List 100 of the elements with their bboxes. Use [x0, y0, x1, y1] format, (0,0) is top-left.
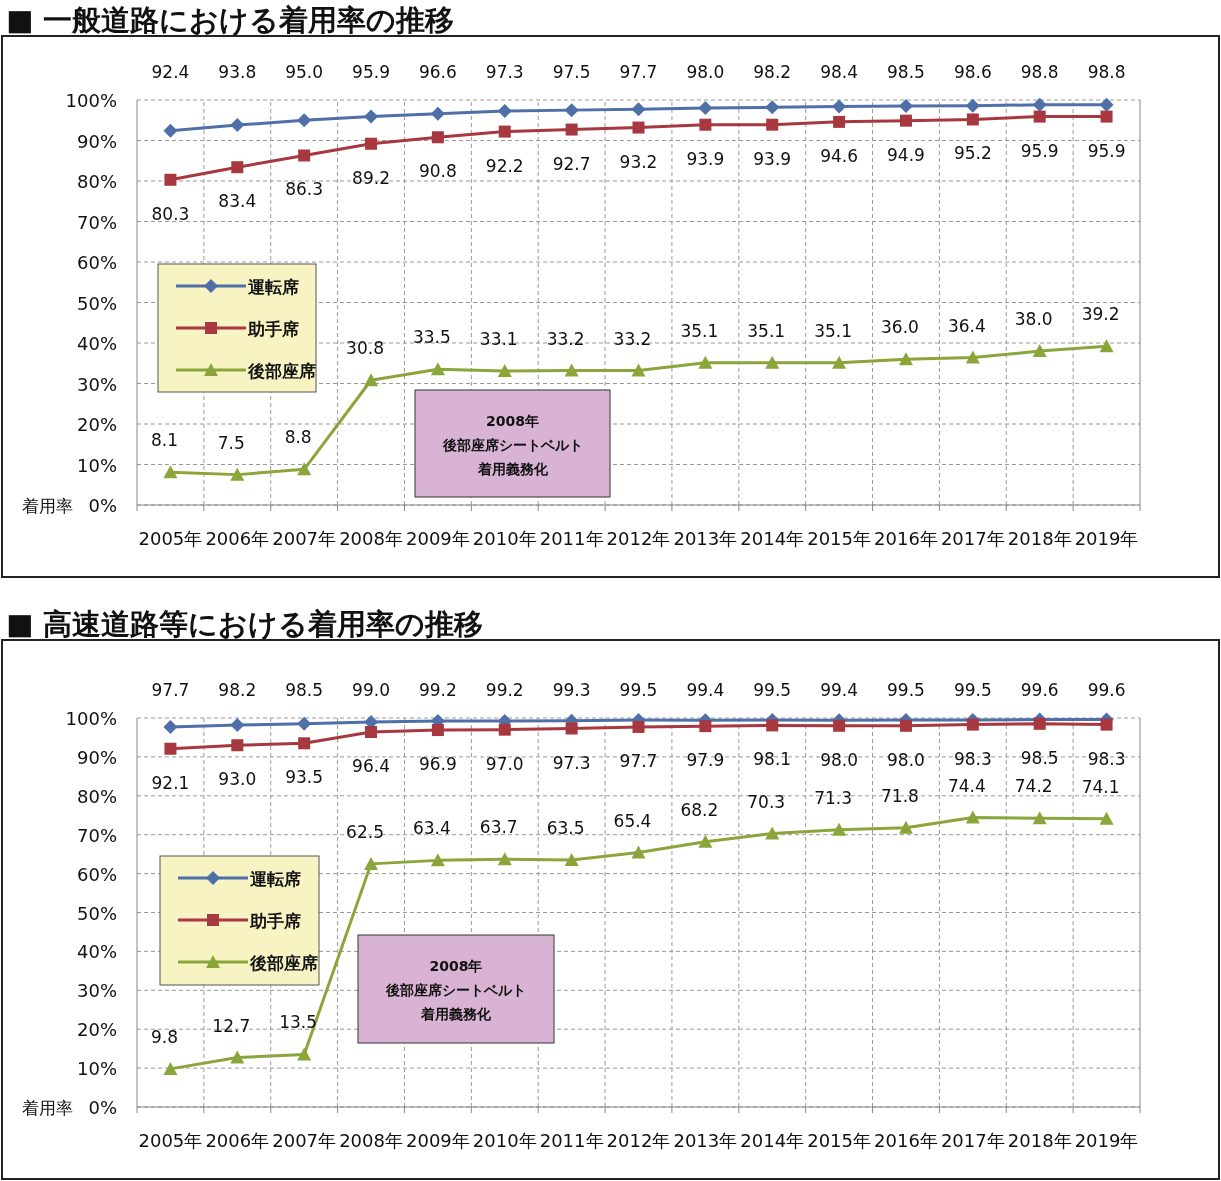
x-tick-label: 2006年: [205, 528, 270, 549]
point: [497, 103, 512, 118]
point: [365, 726, 378, 738]
point: [1100, 110, 1113, 123]
point: [297, 462, 312, 476]
point: [832, 99, 847, 114]
legend-label: 助手席: [249, 911, 301, 931]
y-tick-label: 30%: [76, 373, 117, 395]
point: [565, 123, 578, 136]
annotation: 後部座席シートベルト: [385, 982, 526, 998]
point: [364, 856, 379, 870]
annotation: 着用義務化: [476, 460, 549, 477]
x-tick-label: 2006年: [205, 1130, 270, 1151]
point: [497, 363, 512, 377]
point: [965, 350, 980, 364]
x-tick-label: 2017年: [940, 528, 1005, 549]
point: [231, 161, 244, 174]
point: [163, 719, 178, 734]
data-label: 74.1: [1081, 776, 1120, 797]
data-label: 65.4: [613, 810, 652, 831]
legend-label: 運転席: [247, 277, 299, 297]
point: [230, 118, 245, 133]
point: [298, 149, 311, 162]
annotation: 2008年: [429, 958, 483, 974]
y-axis-title: 着用率: [22, 496, 73, 516]
y-tick-label: 50%: [76, 902, 117, 924]
point: [364, 109, 379, 124]
data-label: 98.2: [753, 62, 792, 82]
point: [1032, 811, 1047, 825]
data-label: 99.5: [619, 680, 658, 700]
point: [631, 363, 646, 377]
point: [230, 718, 245, 732]
data-label: 99.3: [552, 680, 591, 700]
legend-label: 後部座席: [247, 361, 316, 381]
point: [965, 98, 980, 113]
point: [1032, 97, 1047, 112]
data-label: 97.9: [686, 750, 725, 771]
point: [832, 822, 847, 836]
point: [430, 362, 445, 376]
data-label: 98.5: [887, 62, 925, 82]
data-label: 86.3: [285, 179, 324, 200]
point: [431, 724, 444, 737]
point: [230, 467, 245, 481]
point: [1100, 718, 1113, 731]
data-label: 95.9: [1020, 140, 1059, 161]
data-label: 38.0: [1014, 309, 1053, 330]
point: [1033, 110, 1046, 123]
data-label: 98.8: [1020, 62, 1059, 82]
y-tick-label: 0%: [88, 1097, 117, 1118]
data-label: 35.1: [680, 320, 719, 341]
point: [164, 173, 177, 186]
data-label: 8.8: [284, 427, 312, 448]
data-label: 9.8: [150, 1026, 178, 1047]
data-label: 93.9: [686, 148, 725, 169]
data-label: 94.9: [887, 144, 925, 165]
y-tick-label: 70%: [76, 824, 117, 846]
y-tick-label: 100%: [65, 708, 117, 729]
legend-label: 後部座席: [249, 953, 318, 973]
data-label: 68.2: [680, 799, 719, 820]
point: [163, 465, 178, 479]
data-label: 98.3: [953, 748, 992, 769]
data-label: 36.0: [881, 317, 919, 338]
data-label: 92.7: [552, 153, 591, 174]
x-tick-label: 2011年: [539, 1130, 604, 1151]
data-label: 99.2: [418, 680, 457, 700]
data-label: 97.0: [485, 753, 524, 774]
point: [898, 352, 913, 366]
point: [1033, 717, 1046, 730]
data-label: 33.1: [479, 328, 518, 349]
point: [1099, 97, 1114, 112]
data-label: 89.2: [352, 167, 390, 188]
data-label: 97.7: [619, 750, 658, 771]
data-label: 74.2: [1014, 776, 1053, 797]
chart-title: ■ 高速道路等における着用率の推移: [6, 607, 484, 641]
point: [765, 100, 780, 115]
y-tick-label: 0%: [88, 495, 117, 516]
point: [297, 716, 312, 731]
point: [832, 355, 847, 369]
data-label: 98.5: [1020, 747, 1059, 768]
data-label: 96.4: [352, 756, 390, 776]
point: [230, 1050, 245, 1064]
data-label: 63.5: [546, 817, 585, 838]
x-tick-label: 2019年: [1074, 1130, 1139, 1151]
x-tick-label: 2018年: [1007, 1130, 1072, 1151]
x-tick-label: 2007年: [272, 528, 337, 549]
data-label: 70.3: [747, 791, 786, 812]
data-label: 98.2: [218, 680, 257, 700]
data-label: 95.9: [1087, 140, 1126, 161]
y-tick-label: 90%: [76, 746, 117, 768]
data-label: 39.2: [1081, 304, 1120, 325]
data-label: 98.5: [285, 680, 324, 700]
data-label: 98.8: [1087, 62, 1126, 82]
point: [699, 720, 712, 733]
point: [965, 810, 980, 824]
point: [565, 722, 578, 735]
x-tick-label: 2009年: [405, 528, 470, 549]
point: [430, 106, 445, 121]
y-tick-label: 10%: [76, 1058, 117, 1080]
point: [231, 739, 244, 752]
data-label: 97.7: [619, 62, 658, 82]
